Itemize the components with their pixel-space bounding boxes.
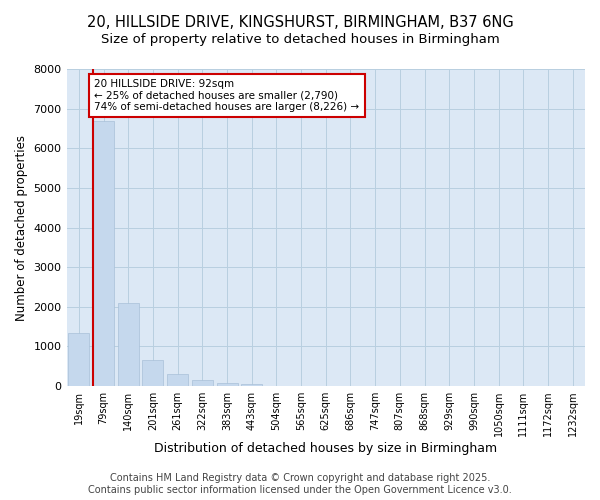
Bar [142,360,163,386]
Bar [241,384,262,386]
Bar [192,380,213,386]
Bar [167,374,188,386]
Text: Size of property relative to detached houses in Birmingham: Size of property relative to detached ho… [101,32,499,46]
Bar [93,120,114,386]
Text: 20, HILLSIDE DRIVE, KINGSHURST, BIRMINGHAM, B37 6NG: 20, HILLSIDE DRIVE, KINGSHURST, BIRMINGH… [86,15,514,30]
Text: 20 HILLSIDE DRIVE: 92sqm
← 25% of detached houses are smaller (2,790)
74% of sem: 20 HILLSIDE DRIVE: 92sqm ← 25% of detach… [94,79,359,112]
Bar [217,383,238,386]
Text: Contains HM Land Registry data © Crown copyright and database right 2025.
Contai: Contains HM Land Registry data © Crown c… [88,474,512,495]
Bar [118,303,139,386]
Bar [68,332,89,386]
X-axis label: Distribution of detached houses by size in Birmingham: Distribution of detached houses by size … [154,442,497,455]
Y-axis label: Number of detached properties: Number of detached properties [15,134,28,320]
